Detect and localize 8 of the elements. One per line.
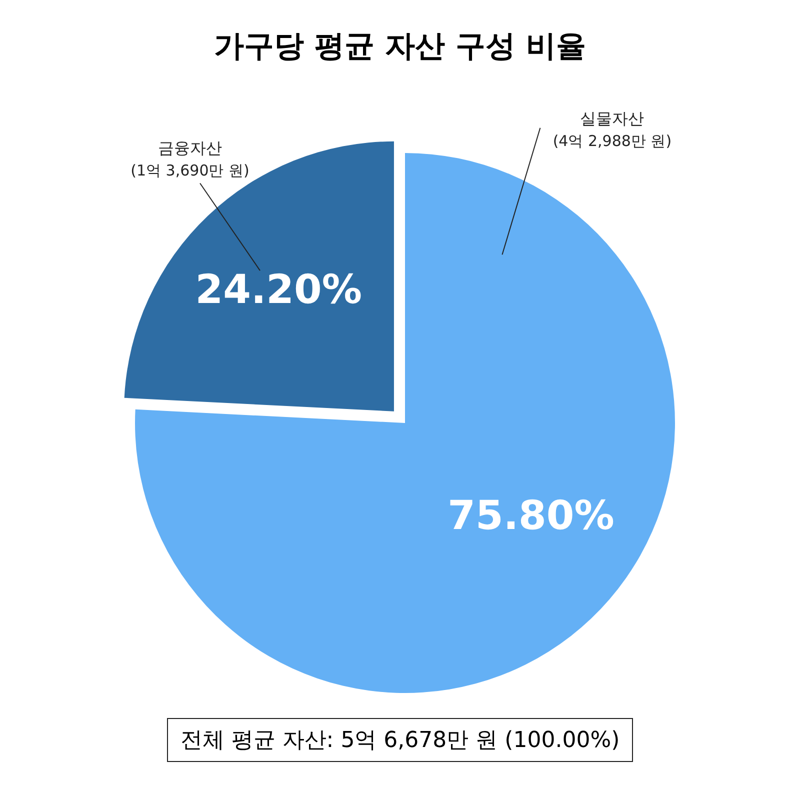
text: (1억 3,690만 원)	[130, 161, 250, 180]
text: (4억 2,988만 원)	[552, 132, 672, 150]
text: 전체 평균 자산: 5억 6,678만 원 (100.00%)	[167, 718, 633, 762]
slice-label: 실물자산	[580, 108, 644, 128]
slice-label: 금융자산	[158, 138, 222, 158]
data-label: 75.80%	[448, 493, 614, 540]
chart-title: 가구당 평균 자산 구성 비율	[213, 28, 587, 66]
data-label: 24.20%	[195, 267, 362, 314]
